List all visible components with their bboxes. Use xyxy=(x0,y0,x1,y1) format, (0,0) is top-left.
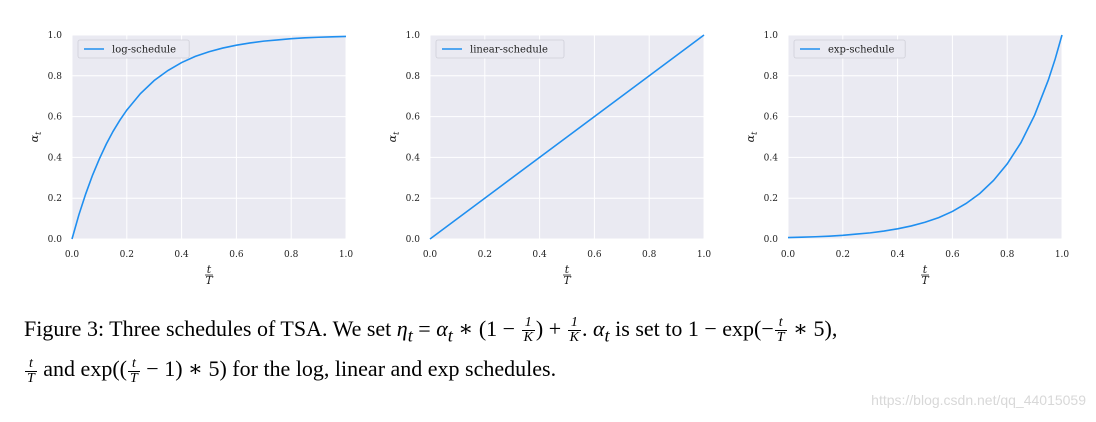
x-tick-label: 0.6 xyxy=(229,250,244,260)
x-tick-label: 0.8 xyxy=(642,250,657,260)
legend-box xyxy=(77,39,190,59)
caption-eta: η xyxy=(396,316,408,341)
caption-text-3: ∗ (1 − xyxy=(452,316,521,341)
legend-box xyxy=(435,39,565,59)
y-tick-label: 0.0 xyxy=(764,235,779,245)
caption-text-2: = xyxy=(412,316,437,341)
legend-box xyxy=(793,39,906,59)
y-tick-label: 1.0 xyxy=(406,31,421,41)
y-tick-label: 0.6 xyxy=(48,113,63,123)
figure-caption: Figure 3: Three schedules of TSA. We set… xyxy=(24,312,1084,386)
x-tick-label: 0.0 xyxy=(65,250,80,260)
caption-text-5: . xyxy=(581,316,593,341)
y-tick-label: 0.8 xyxy=(406,72,421,82)
x-axis-label-numerator: t xyxy=(565,263,570,276)
y-tick-label: 0.6 xyxy=(406,113,421,123)
y-axis-label: αt xyxy=(28,131,43,142)
x-tick-label: 1.0 xyxy=(1055,250,1070,260)
y-tick-label: 0.0 xyxy=(406,235,421,245)
y-axis-label: αt xyxy=(744,131,759,142)
x-axis-label-numerator: t xyxy=(923,263,928,276)
y-tick-label: 0.4 xyxy=(48,153,63,163)
chart-panel-2: 0.0 0.2 0.4 0.6 0.8 1.0 0.0 0.2 0.4 0.6 0.8 1.0 αt tT… xyxy=(386,31,711,287)
watermark: https://blog.csdn.net/qq_44015059 xyxy=(871,392,1086,408)
caption-text-8: and exp(( xyxy=(37,356,127,382)
y-tick-label: 0.8 xyxy=(48,72,63,82)
plot-area xyxy=(788,35,1062,239)
y-tick-label: 0.2 xyxy=(764,194,778,204)
caption-text-9: − 1) ∗ 5) for the log, linear and exp sc… xyxy=(140,356,557,382)
caption-alpha-2: α xyxy=(592,316,605,341)
legend-label: linear-schedule xyxy=(470,45,548,56)
caption-text-6: is set to 1 − exp(− xyxy=(609,316,774,341)
y-tick-label: 0.4 xyxy=(406,153,421,163)
caption-alpha: α xyxy=(436,316,448,341)
x-tick-label: 0.8 xyxy=(1000,250,1015,260)
y-tick-label: 1.0 xyxy=(764,31,779,41)
caption-alpha-2-sub: t xyxy=(604,325,610,346)
caption-alpha-sub: t xyxy=(447,325,453,346)
series-line xyxy=(787,34,1063,239)
x-tick-label: 1.0 xyxy=(339,250,354,260)
x-tick-label: 0.4 xyxy=(532,250,547,260)
caption-text-1: Figure 3: Three schedules of TSA. We set xyxy=(24,316,397,341)
x-tick-label: 0.2 xyxy=(120,250,134,260)
series-line xyxy=(71,35,347,240)
y-tick-label: 1.0 xyxy=(48,31,63,41)
x-axis-label-numerator: t xyxy=(207,263,212,276)
y-tick-label: 0.8 xyxy=(764,72,779,82)
y-tick-label: 0.0 xyxy=(48,235,63,245)
plot-area xyxy=(72,35,346,239)
y-tick-label: 0.4 xyxy=(764,153,779,163)
y-axis-label: αt xyxy=(386,131,401,142)
chart-panel-3: 0.0 0.2 0.4 0.6 0.8 1.0 0.0 0.2 0.4 0.6 0.8 1.0 αt tT… xyxy=(744,31,1069,287)
y-tick-label: 0.2 xyxy=(406,194,420,204)
y-tick-label: 0.6 xyxy=(764,113,779,123)
series-line xyxy=(429,34,705,240)
x-tick-label: 0.4 xyxy=(890,250,905,260)
x-tick-label: 0.0 xyxy=(423,250,438,260)
y-tick-label: 0.2 xyxy=(48,194,62,204)
caption-eta-sub: t xyxy=(407,325,413,346)
x-axis-label-denominator: T xyxy=(563,274,572,287)
caption-text-7: ∗ 5), xyxy=(787,316,838,341)
x-axis-label-denominator: T xyxy=(921,274,930,287)
caption-text-4: ) + xyxy=(535,316,567,341)
x-tick-label: 0.6 xyxy=(587,250,602,260)
charts-figure: 0.0 0.2 0.4 0.6 0.8 1.00.00.20.40.60.81.0αttT… xyxy=(28,31,1069,287)
x-tick-label: 0.2 xyxy=(836,250,850,260)
x-tick-label: 0.6 xyxy=(945,250,960,260)
legend-label: exp-schedule xyxy=(828,45,894,56)
x-tick-label: 0.8 xyxy=(284,250,299,260)
x-axis-label-denominator: T xyxy=(205,274,214,287)
x-tick-label: 0.0 xyxy=(781,250,796,260)
chart-panel-1: 0.0 0.2 0.4 0.6 0.8 1.0 0.0 0.2 0.4 0.6 0.8 1.0 αt tT… xyxy=(28,31,353,287)
x-tick-label: 0.4 xyxy=(174,250,189,260)
legend-label: log-schedule xyxy=(112,45,176,56)
x-tick-label: 1.0 xyxy=(697,250,712,260)
x-tick-label: 0.2 xyxy=(478,250,492,260)
